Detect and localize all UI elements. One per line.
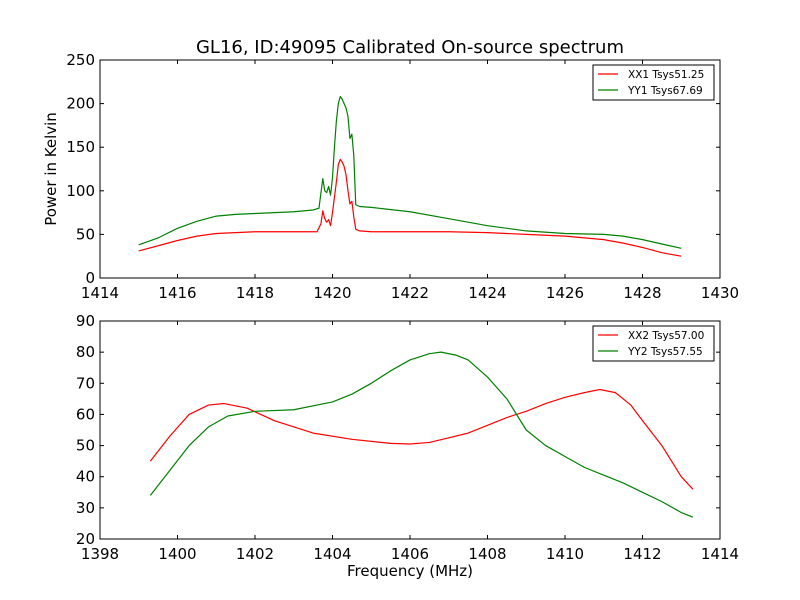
legend: XX1 Tsys51.25 YY1 Tsys67.69 — [592, 64, 715, 101]
x-tick-label: 1406 — [391, 545, 429, 563]
legend-entry: XX2 Tsys57.00 — [628, 330, 704, 342]
x-tick-label: 1400 — [158, 545, 196, 563]
y-tick-label: 250 — [66, 51, 95, 69]
x-tick-label: 1426 — [546, 284, 584, 302]
top-spectrum-plot: 1414 1416 1418 1420 1422 1424 1426 1428 1430 0 50 1… — [42, 51, 739, 302]
x-tick-label: 1418 — [236, 284, 274, 302]
x-tick-label: 1408 — [468, 545, 506, 563]
series-line-xx — [138, 158, 682, 257]
y-tick-label: 20 — [76, 530, 95, 548]
y-tick-label: 60 — [76, 405, 95, 423]
series-line-yy — [138, 96, 682, 249]
y-tick-label: 30 — [76, 499, 95, 517]
x-axis-label: Frequency (MHz) — [347, 562, 473, 580]
legend: XX2 Tsys57.00 YY2 Tsys57.55 — [592, 325, 715, 362]
x-tick-label: 1404 — [313, 545, 351, 563]
x-tick-label: 1414 — [81, 284, 119, 302]
y-tick-label: 0 — [85, 269, 95, 287]
y-tick-label: 100 — [66, 182, 95, 200]
x-tick-label: 1398 — [81, 545, 119, 563]
x-tick-label: 1430 — [701, 284, 739, 302]
x-tick-label: 1410 — [546, 545, 584, 563]
y-tick-label: 200 — [66, 95, 95, 113]
y-tick-label: 40 — [76, 468, 95, 486]
x-tick-label: 1420 — [313, 284, 351, 302]
x-tick-label: 1428 — [623, 284, 661, 302]
y-axis-label: Power in Kelvin — [42, 112, 60, 226]
x-tick-label: 1412 — [623, 545, 661, 563]
x-tick-label: 1416 — [158, 284, 196, 302]
y-tick-label: 150 — [66, 138, 95, 156]
bottom-spectrum-plot: 1398 1400 1402 1404 1406 1408 1410 1412 1414 20 30… — [76, 312, 739, 580]
x-tick-label: 1424 — [468, 284, 506, 302]
legend-entry: YY2 Tsys57.55 — [627, 346, 703, 358]
x-tick-label: 1414 — [701, 545, 739, 563]
y-tick-label: 50 — [76, 225, 95, 243]
y-tick-label: 50 — [76, 437, 95, 455]
series-line-yy — [149, 351, 694, 518]
chart-title: GL16, ID:49095 Calibrated On-source spec… — [196, 37, 624, 58]
y-tick-label: 80 — [76, 343, 95, 361]
series-line-xx — [149, 388, 694, 490]
legend-entry: YY1 Tsys67.69 — [627, 85, 703, 97]
x-tick-label: 1422 — [391, 284, 429, 302]
x-tick-label: 1402 — [236, 545, 274, 563]
legend-entry: XX1 Tsys51.25 — [628, 69, 704, 81]
y-tick-label: 70 — [76, 374, 95, 392]
y-tick-label: 90 — [76, 312, 95, 330]
